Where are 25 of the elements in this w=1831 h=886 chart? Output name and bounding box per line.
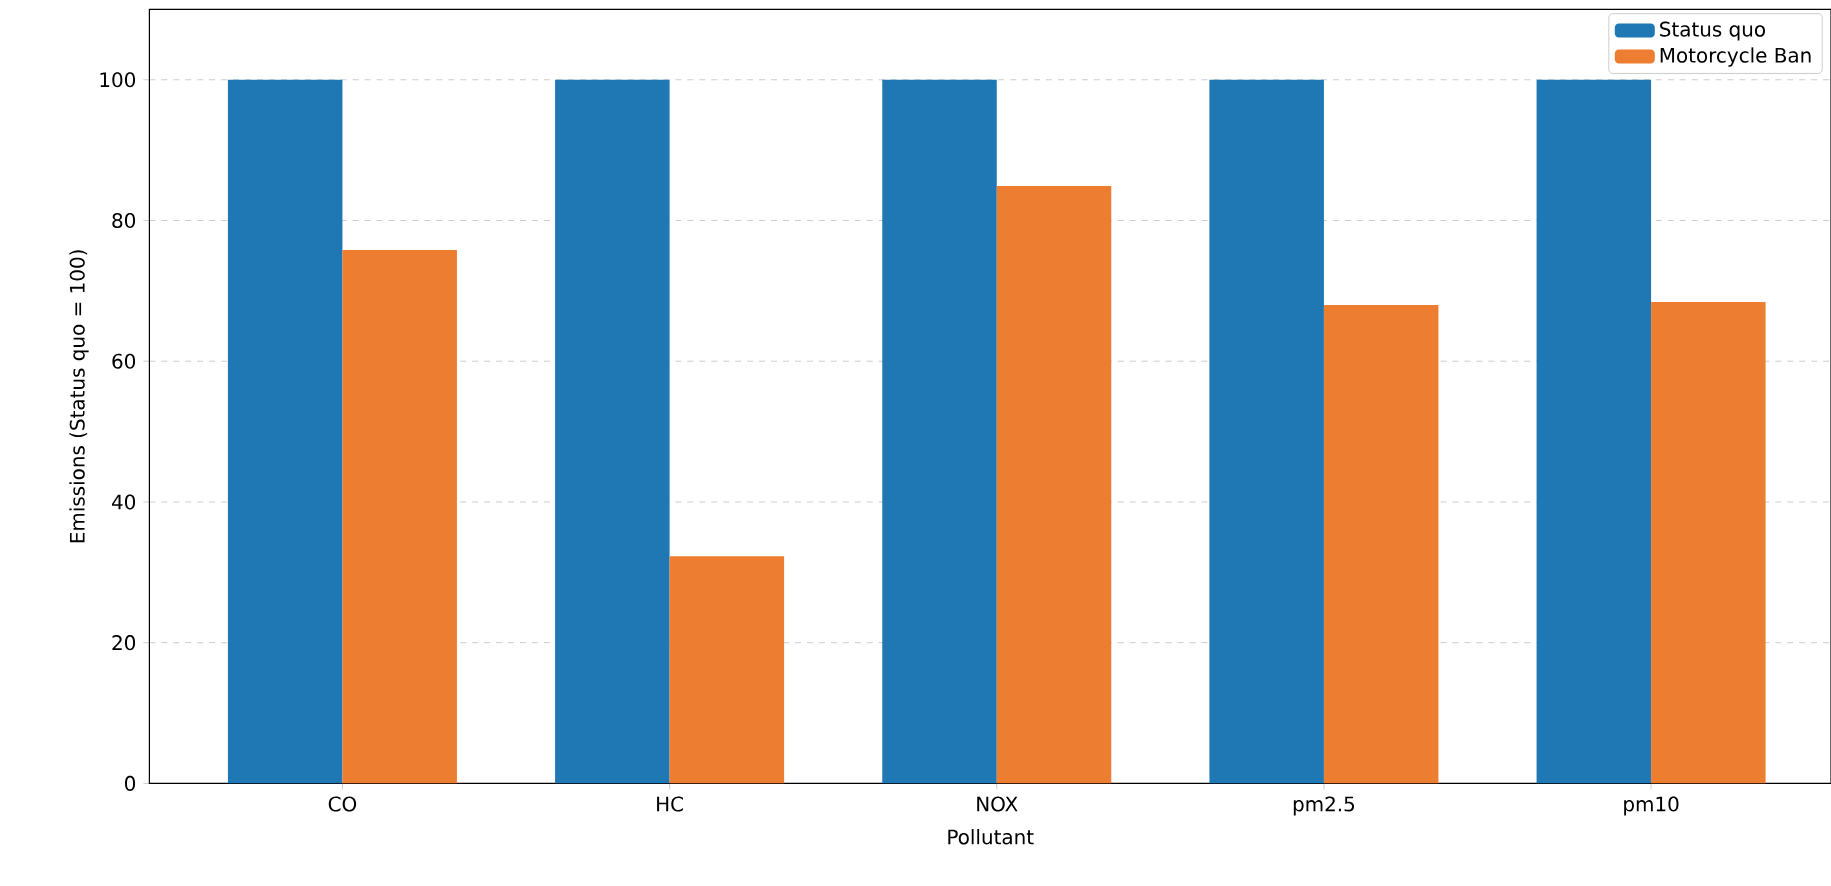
x-tick-label: pm2.5 xyxy=(1293,796,1355,816)
y-tick-label: 100 xyxy=(100,72,136,88)
y-tick-label: 0 xyxy=(125,775,136,791)
bar xyxy=(882,79,997,784)
bar xyxy=(669,556,785,784)
x-tick-label: NOX xyxy=(977,796,1018,812)
legend-label: Status quo xyxy=(1660,21,1765,41)
bar xyxy=(1536,79,1652,784)
bar xyxy=(1209,79,1324,784)
bar xyxy=(555,79,670,784)
bar xyxy=(996,186,1112,784)
x-axis-title: Pollutant xyxy=(948,829,1034,845)
x-tick-label: CO xyxy=(328,796,357,812)
bar xyxy=(1323,304,1439,784)
y-tick-label: 20 xyxy=(112,635,136,651)
y-axis-title: Emissions (Status quo = 100) xyxy=(69,250,89,543)
x-tick-label: HC xyxy=(657,796,683,812)
legend-label: Motorcycle Ban xyxy=(1660,47,1811,67)
y-tick-label: 80 xyxy=(112,212,136,229)
x-tick-label: pm10 xyxy=(1624,796,1679,816)
bar xyxy=(1651,302,1766,784)
bar xyxy=(342,250,457,784)
y-tick-label: 40 xyxy=(111,494,136,510)
bar xyxy=(227,79,343,784)
y-tick-label: 60 xyxy=(112,353,136,369)
